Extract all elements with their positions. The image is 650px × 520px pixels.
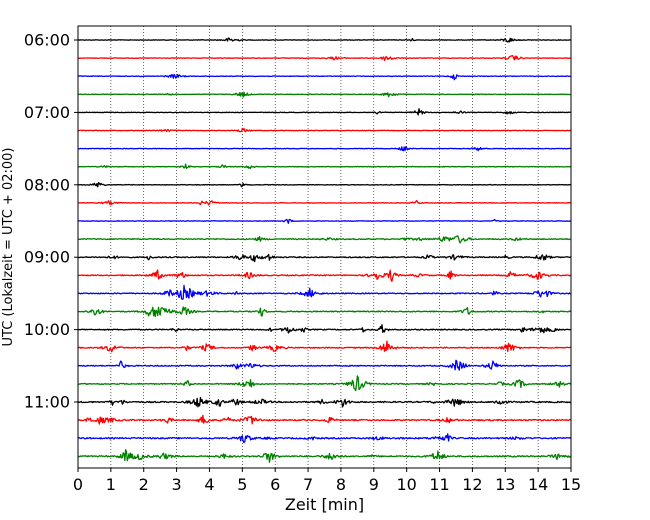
trace-line — [77, 449, 572, 463]
x-tick-label: 14 — [528, 475, 548, 494]
x-tick-label: 2 — [139, 475, 149, 494]
trace-line — [77, 218, 572, 224]
trace-line — [78, 306, 572, 318]
x-tick-label: 5 — [237, 475, 247, 494]
trace-line — [77, 146, 572, 152]
trace-line — [77, 37, 572, 43]
trace-line — [77, 396, 572, 408]
x-axis-label: Zeit [min] — [285, 495, 364, 514]
x-tick-label: 3 — [172, 475, 182, 494]
trace-line — [77, 235, 572, 244]
x-tick-label: 0 — [73, 475, 83, 494]
y-tick-label: 11:00 — [24, 393, 70, 412]
trace-line — [77, 200, 572, 206]
x-tick-label: 7 — [303, 475, 313, 494]
x-tick-label: 1 — [106, 475, 116, 494]
trace-line — [77, 269, 572, 283]
trace-line — [77, 108, 572, 116]
trace-line — [77, 414, 572, 425]
trace-line — [77, 181, 572, 188]
x-axis: 0 1 2 3 4 5 6 7 8 9 10 11 12 13 14 15 — [73, 468, 581, 494]
trace-line — [77, 375, 572, 392]
trace-line — [77, 340, 572, 353]
y-axis-label: UTC (Lokalzeit = UTC + 02:00) — [1, 148, 16, 347]
trace-line — [77, 284, 572, 300]
trace-line — [77, 253, 572, 263]
trace-line — [77, 324, 572, 334]
x-tick-label: 8 — [336, 475, 346, 494]
y-tick-label: 08:00 — [24, 175, 70, 194]
y-axis: 06:00 07:00 08:00 09:00 10:00 11:00 — [24, 31, 78, 412]
trace-line — [77, 73, 571, 81]
x-tick-label: 13 — [495, 475, 515, 494]
x-tick-label: 10 — [396, 475, 416, 494]
x-tick-label: 9 — [369, 475, 379, 494]
trace-line — [77, 359, 572, 371]
plot-frame — [77, 25, 572, 469]
y-tick-label: 10:00 — [24, 320, 70, 339]
trace-line — [77, 127, 572, 133]
y-tick-label: 07:00 — [24, 103, 70, 122]
x-tick-label: 15 — [561, 475, 581, 494]
y-tick-label: 09:00 — [24, 248, 70, 267]
x-tick-label: 12 — [462, 475, 482, 494]
trace-line — [77, 163, 572, 170]
x-tick-label: 11 — [429, 475, 449, 494]
trace-line — [77, 54, 572, 61]
trace-line — [77, 433, 572, 444]
trace-group — [77, 37, 572, 463]
x-tick-label: 4 — [204, 475, 214, 494]
x-tick-label: 6 — [270, 475, 280, 494]
trace-line — [77, 91, 572, 98]
y-tick-label: 06:00 — [24, 31, 70, 50]
